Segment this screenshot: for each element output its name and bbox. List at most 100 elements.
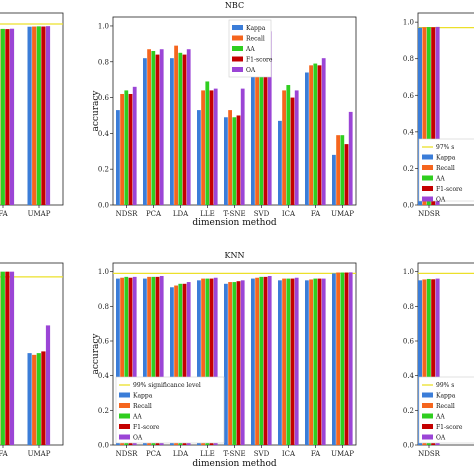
bar-oa-ndsr	[132, 86, 137, 205]
bar-aa-fa	[313, 63, 318, 205]
x-tick-label: SVD	[254, 450, 270, 458]
bar-f1-score-t-sne	[236, 281, 241, 445]
bar-recall-lle	[201, 90, 205, 205]
x-tick-label: PCA	[146, 450, 162, 458]
bar-aa-umap	[36, 353, 41, 445]
legend-swatch-f1-score	[422, 186, 433, 191]
bar-f1-score-lle	[209, 278, 214, 445]
y-axis-label: accuracy	[91, 90, 101, 132]
legend-swatch-oa	[422, 196, 433, 202]
bar-oa-ica	[294, 90, 299, 205]
x-tick-label: FA	[0, 450, 9, 458]
legend-label: 99% s	[436, 382, 454, 389]
x-tick-label: UMAP	[28, 450, 51, 458]
bar-recall-ndsr	[120, 277, 124, 445]
bar-f1-score-ndsr	[431, 279, 436, 445]
y-tick-label: 1.0	[98, 268, 109, 276]
bar-recall-ica	[282, 90, 286, 205]
y-tick-label: 0.2	[403, 165, 414, 173]
bar-f1-score-umap	[344, 144, 349, 205]
x-tick-label: PCA	[146, 210, 162, 218]
bar-aa-lda	[178, 283, 183, 445]
bar-oa-umap	[348, 111, 353, 205]
y-tick-label: 1.0	[98, 22, 109, 30]
x-tick-label: FA	[311, 450, 321, 458]
legend-label: AA	[132, 414, 142, 421]
bar-f1-score-ndsr	[128, 93, 133, 205]
x-tick-label: UMAP	[331, 450, 354, 458]
y-tick-label: 0.0	[98, 442, 109, 450]
bar-oa-fa	[321, 278, 326, 445]
bar-oa-lda	[186, 49, 191, 205]
x-tick-label: T-SNE	[223, 450, 245, 458]
legend-label: Recall	[436, 403, 455, 410]
legend: 99% significance level Kappa Recall AA F1-sc…	[115, 376, 225, 444]
legend: 97% s Kappa Recall AA F1-score OA	[418, 138, 474, 204]
bar-recall-fa	[309, 279, 313, 445]
bar-aa-pca	[151, 276, 156, 445]
y-tick-label: 0.4	[98, 372, 110, 380]
x-tick-label: LLE	[200, 210, 214, 218]
y-tick-label: 0.8	[403, 303, 414, 311]
bar-kappa-fa	[305, 72, 309, 205]
bar-oa-lle	[213, 88, 218, 205]
bar-oa-lda	[186, 282, 191, 445]
legend-swatch-kappa	[422, 154, 433, 160]
y-tick-label: 0.4	[403, 372, 415, 380]
legend-label: Kappa	[436, 155, 456, 162]
bar-f1-score-ndsr	[431, 27, 436, 205]
legend-label: Kappa	[246, 25, 266, 32]
bar-aa-ndsr	[124, 276, 129, 445]
y-tick-label: 0.8	[403, 55, 414, 63]
bar-aa-ica	[286, 278, 291, 445]
chart-title: KNN	[225, 251, 245, 260]
axes-frame	[0, 262, 64, 446]
y-tick-label: 1.0	[403, 268, 414, 276]
bar-aa-lle	[205, 81, 210, 205]
bar-f1-score-fa	[5, 271, 10, 445]
chart-panel-knn: 0.0 0.2 0.4 0.6 0.8 1.0 NDSR PCA LDA LLE T-SNE SVD I…	[91, 251, 357, 469]
y-tick-label: 0.8	[98, 303, 109, 311]
chart-panel-bottom-left: FA UMAP	[0, 262, 64, 458]
legend-label: 97% s	[436, 144, 454, 151]
bar-aa-umap	[340, 135, 345, 205]
x-tick-label: FA	[0, 210, 9, 218]
bar-kappa-svd	[251, 278, 255, 445]
bar-f1-score-umap	[41, 351, 46, 445]
bar-kappa-pca	[143, 58, 147, 205]
x-tick-label: NDSR	[116, 450, 139, 458]
bar-oa-ndsr	[435, 278, 440, 445]
bar-f1-score-lle	[209, 90, 214, 205]
bar-recall-umap	[32, 26, 37, 205]
legend-label: AA	[245, 46, 255, 53]
y-tick-label: 0.0	[403, 202, 414, 210]
legend-label: F1-score	[246, 57, 273, 64]
bar-kappa-umap	[332, 273, 336, 445]
bar-aa-t-sne	[232, 282, 237, 445]
bar-oa-ndsr	[435, 26, 440, 206]
bar-aa-pca	[151, 51, 156, 206]
legend-label: Kappa	[436, 393, 456, 400]
bar-oa-fa	[9, 271, 15, 445]
bar-aa-ndsr	[124, 90, 129, 205]
legend-swatch-recall	[119, 403, 130, 408]
bar-kappa-ndsr	[116, 278, 120, 445]
chart-panel-top-right: 0.0 0.2 0.4 0.6 0.8 1.0 NDSR 97% s Kappa Recall AA…	[403, 12, 474, 218]
legend-swatch-aa	[232, 46, 243, 51]
bar-kappa-ndsr	[116, 110, 120, 205]
axes-frame	[0, 12, 64, 206]
y-tick-label: 0.2	[403, 407, 414, 415]
bar-recall-ndsr	[422, 27, 427, 205]
bar-oa-ica	[294, 277, 299, 445]
bar-recall-lle	[201, 278, 205, 445]
legend-swatch-oa	[119, 434, 130, 440]
bar-aa-umap	[340, 272, 345, 445]
bar-recall-t-sne	[228, 282, 232, 445]
bar-aa-svd	[259, 276, 264, 445]
bar-recall-lda	[174, 45, 178, 206]
legend-swatch-f1-score	[232, 56, 243, 62]
y-axis-label: accuracy	[91, 333, 101, 375]
bar-recall-pca	[147, 276, 151, 445]
legend-box	[418, 376, 474, 444]
x-tick-label: LDA	[173, 210, 189, 218]
